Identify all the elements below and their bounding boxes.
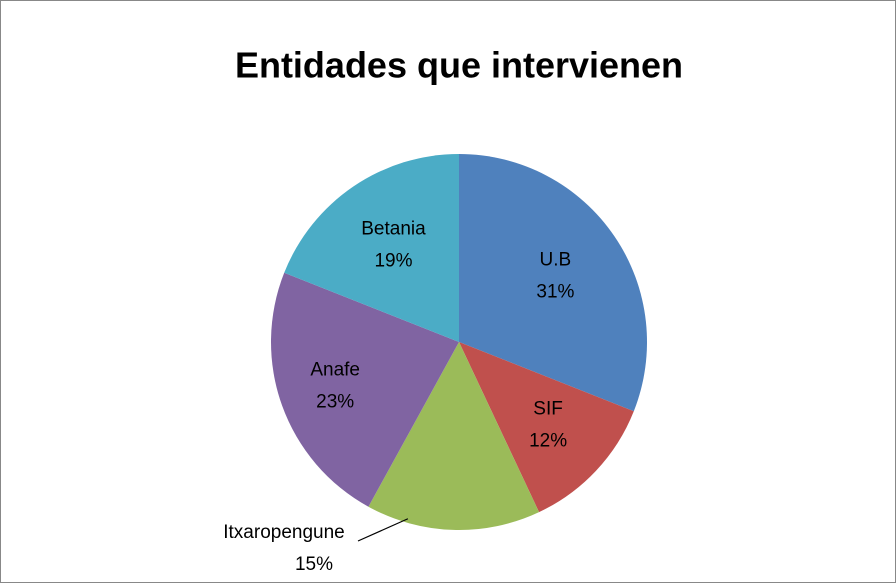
slice-label: Anafe: [310, 360, 360, 381]
slice-value-label: 15%: [295, 554, 333, 575]
slice-value-label: 23%: [316, 392, 354, 413]
slice-label: U.B: [540, 249, 572, 270]
slice-value-label: 19%: [374, 251, 412, 272]
slice-value-label: 31%: [536, 281, 574, 302]
chart-title: Entidades que intervienen: [235, 45, 683, 86]
pie-slice: [284, 154, 459, 342]
pie-slice: [459, 154, 647, 412]
slice-value-label: 12%: [529, 431, 567, 452]
pie-slice: [368, 342, 540, 530]
slice-label: Betania: [361, 219, 426, 240]
pie-slice: [271, 272, 459, 507]
leader-line: [357, 518, 409, 542]
slice-label: Itxaropengune: [223, 522, 345, 543]
slice-label: SIF: [533, 399, 563, 420]
pie-slice: [459, 342, 634, 513]
